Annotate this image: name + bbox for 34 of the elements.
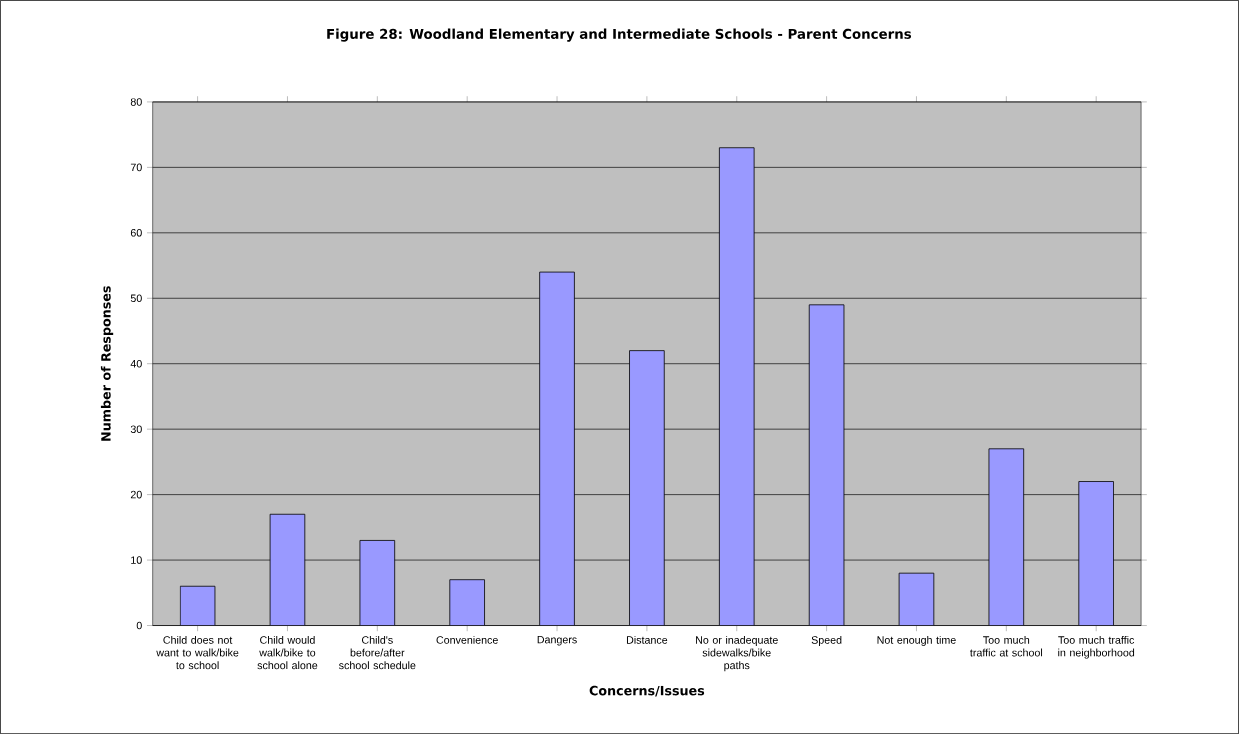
bar — [629, 350, 665, 626]
x-tick-label: Convenience — [436, 635, 498, 644]
bar — [808, 304, 845, 626]
y-tick-label: 70 — [130, 163, 142, 172]
x-tick-label: Child's before/after school schedule — [339, 635, 416, 670]
y-tick-label: 10 — [131, 556, 142, 564]
x-tick-label: Not enough time — [877, 635, 956, 646]
y-tick-label: 80 — [130, 98, 142, 106]
x-tick-label: Child would walk/bike to school alone — [257, 635, 318, 670]
x-axis-title: Concerns/Issues — [589, 685, 705, 697]
y-tick-label: 20 — [130, 490, 142, 499]
bar — [269, 513, 306, 626]
bar — [449, 579, 485, 626]
bar — [1078, 481, 1114, 626]
x-tick-label: No or inadequate sidewalks/bike paths — [696, 635, 778, 672]
x-tick-label: Too much traffic in neighborhood — [1058, 635, 1135, 659]
y-tick-label: 50 — [130, 294, 142, 303]
bar — [359, 539, 396, 626]
x-tick-label: Child does not want to walk/bike to school — [156, 635, 239, 670]
x-tick-label: Distance — [626, 635, 668, 644]
y-tick-label: 40 — [130, 359, 142, 368]
y-tick-label: 60 — [130, 228, 142, 237]
bar — [179, 585, 216, 626]
y-axis-title: Number of Responses — [100, 286, 114, 441]
bar — [718, 147, 755, 626]
bar — [539, 271, 575, 626]
x-tick-label: Dangers — [537, 635, 577, 646]
chart-title: Figure 28: Woodland Elementary and Intermediate Schools - Parent Concerns — [327, 28, 912, 42]
x-tick-label: Speed — [811, 635, 842, 646]
y-tick-label: 0 — [136, 621, 142, 630]
x-tick-label: Too much traffic at school — [970, 635, 1043, 657]
bar — [988, 448, 1025, 626]
y-tick-label: 30 — [130, 425, 142, 433]
bar — [898, 572, 935, 626]
